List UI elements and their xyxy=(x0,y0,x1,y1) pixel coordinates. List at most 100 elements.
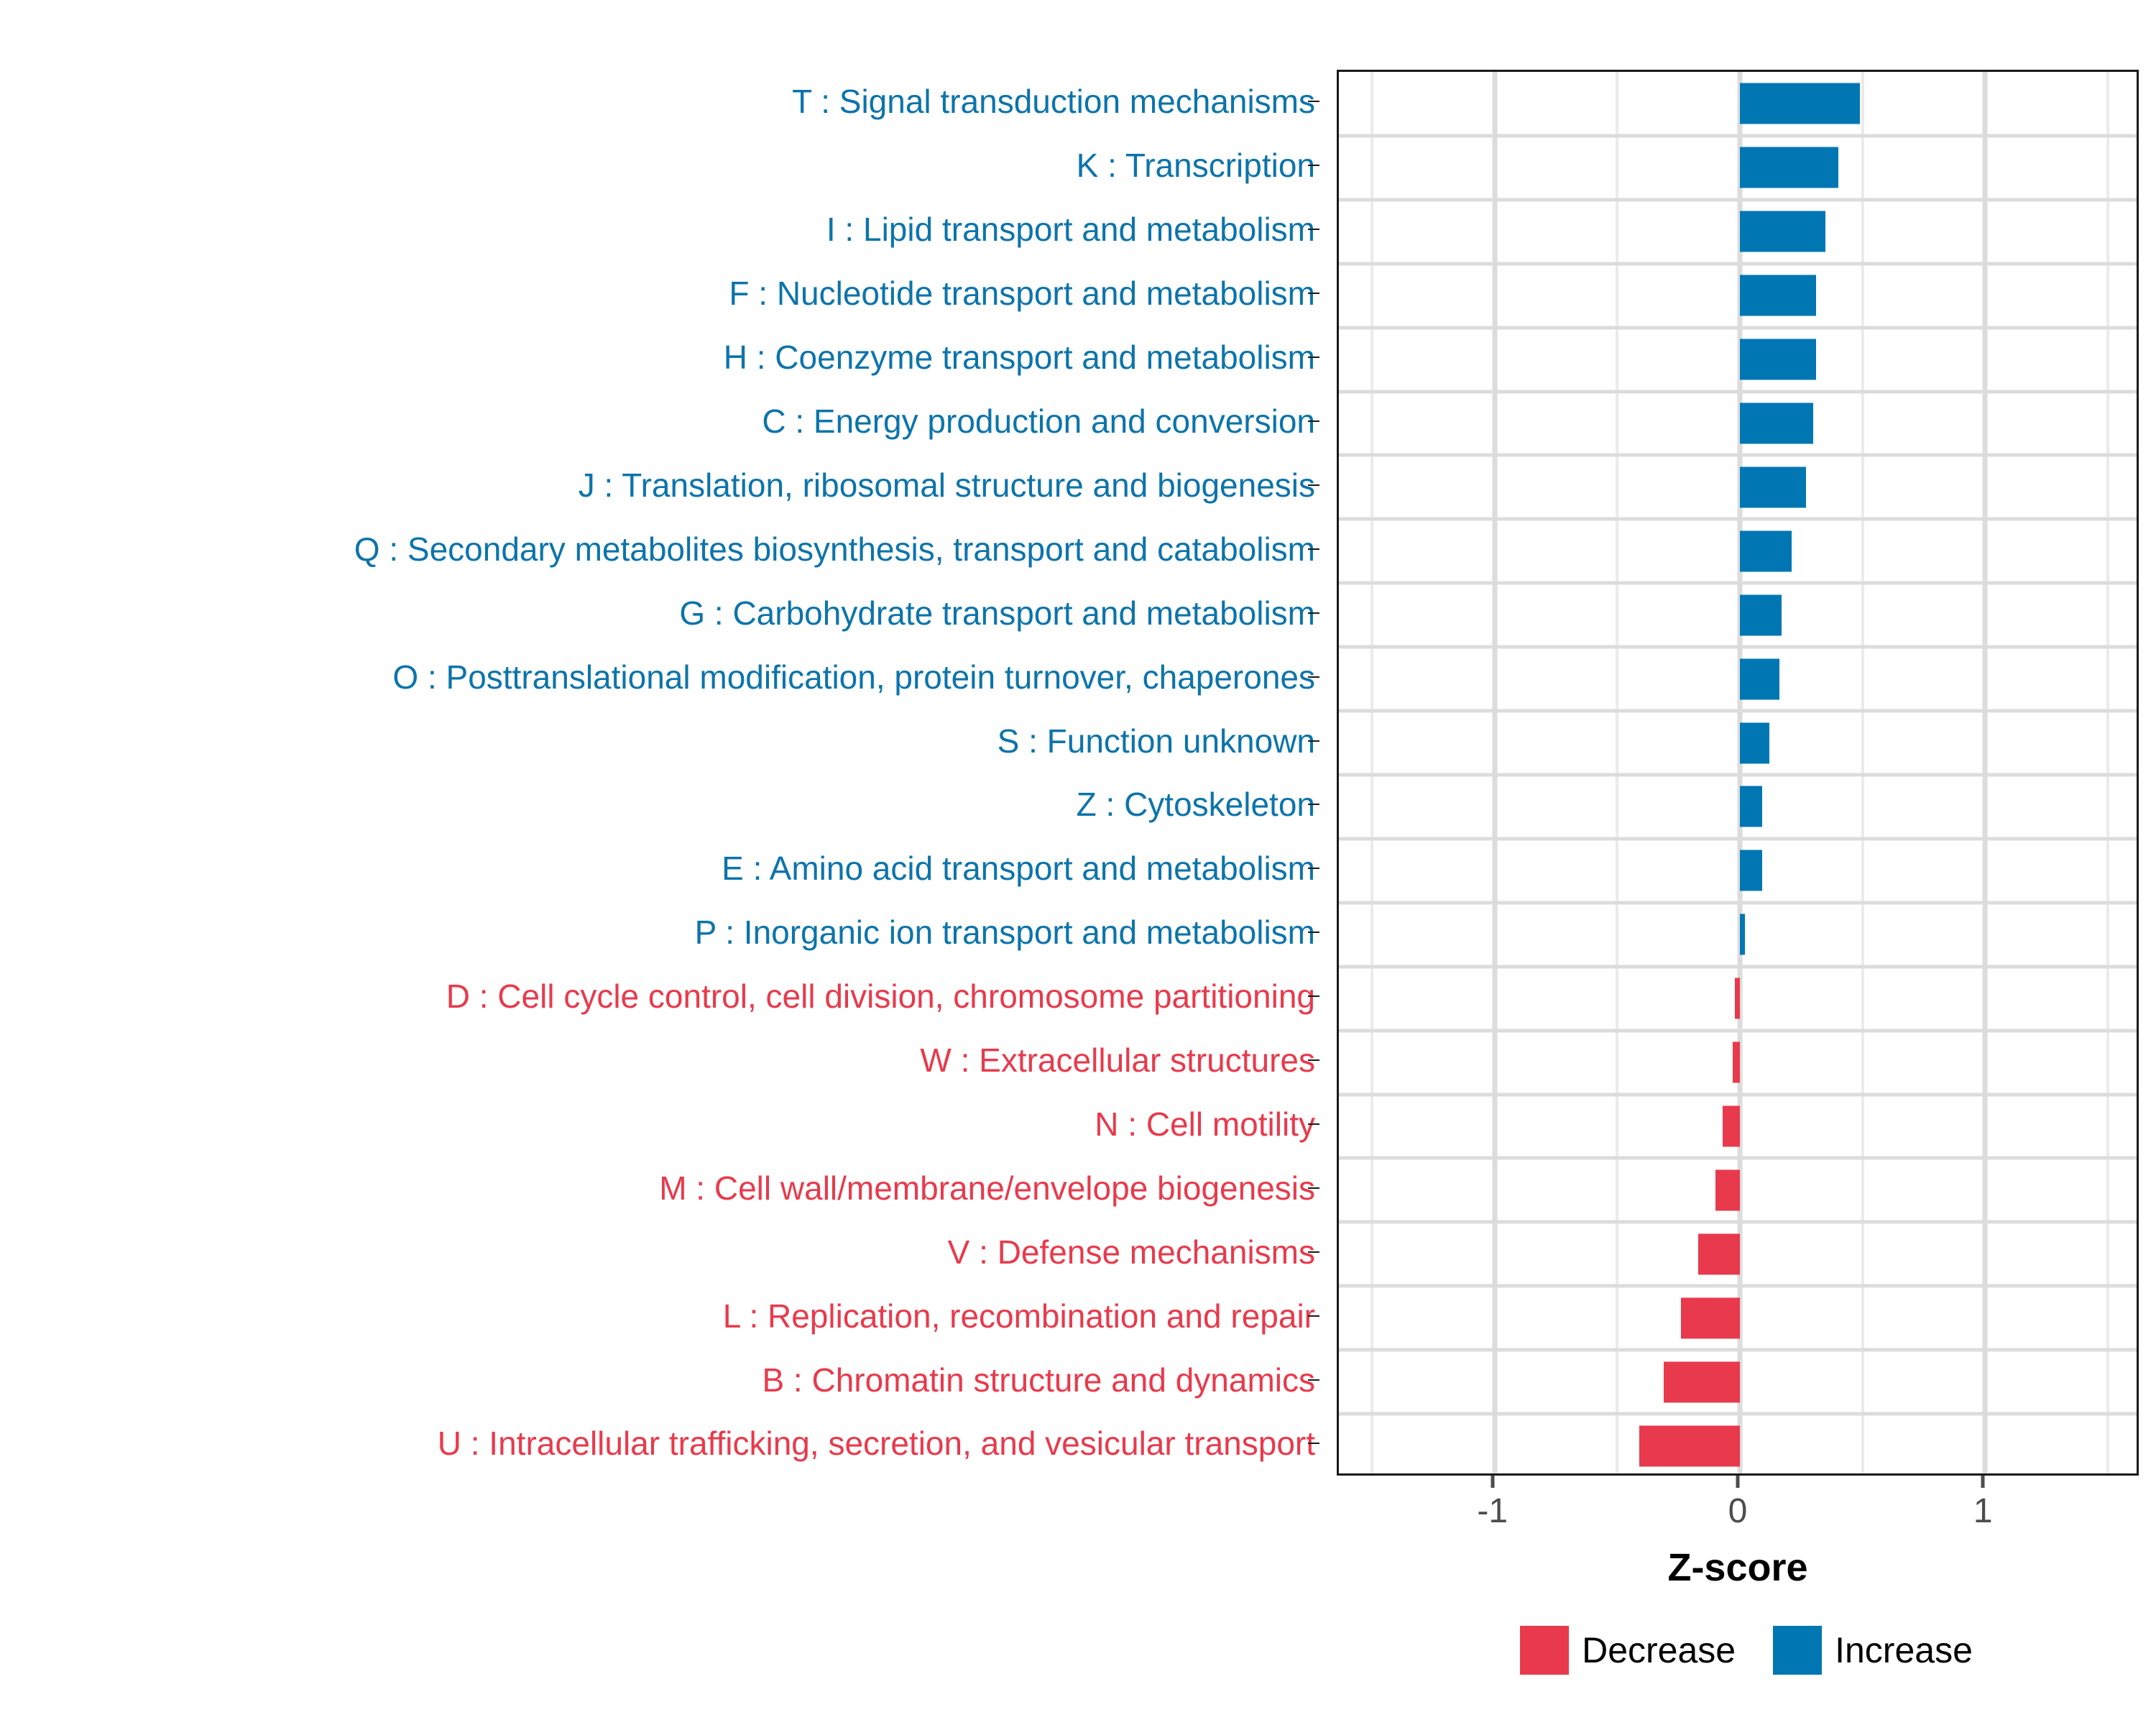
category-label-row: Q : Secondary metabolites biosynthesis, … xyxy=(0,517,1319,581)
category-label: G : Carbohydrate transport and metabolis… xyxy=(679,594,1315,632)
bar xyxy=(1740,914,1745,955)
bar-row xyxy=(1339,1350,2137,1414)
bar xyxy=(1732,1041,1740,1083)
x-axis-tick xyxy=(1981,1476,1985,1488)
category-label-row: E : Amino acid transport and metabolism xyxy=(0,837,1319,901)
category-label: L : Replication, recombination and repai… xyxy=(722,1297,1315,1335)
bar xyxy=(1664,1361,1740,1403)
category-label: N : Cell motility xyxy=(1095,1105,1315,1143)
horizontal-gridline xyxy=(1339,773,2137,777)
category-label-row: K : Transcription xyxy=(0,134,1319,198)
horizontal-gridline xyxy=(1339,1092,2137,1097)
bar xyxy=(1723,1105,1740,1147)
bar xyxy=(1740,658,1779,700)
x-axis-tick xyxy=(1736,1476,1740,1488)
bar-row xyxy=(1339,1286,2137,1350)
bar xyxy=(1740,594,1782,636)
horizontal-gridline xyxy=(1339,1348,2137,1352)
bar-row xyxy=(1339,583,2137,647)
category-label: M : Cell wall/membrane/envelope biogenes… xyxy=(659,1169,1315,1207)
category-tick-mark xyxy=(1308,356,1319,359)
category-tick-mark xyxy=(1308,101,1319,103)
bar xyxy=(1740,339,1816,380)
category-tick-mark xyxy=(1308,1315,1319,1317)
legend-entry[interactable]: Decrease xyxy=(1520,1626,1736,1675)
bar xyxy=(1740,402,1814,444)
category-label-row: U : Intracellular trafficking, secretion… xyxy=(0,1412,1319,1476)
bar-row xyxy=(1339,455,2137,519)
category-label: E : Amino acid transport and metabolism xyxy=(722,850,1315,888)
bars xyxy=(1339,72,2137,1473)
x-axis-title: Z-score xyxy=(1667,1546,1808,1589)
bar xyxy=(1740,147,1838,188)
horizontal-gridline xyxy=(1339,837,2137,841)
x-axis-tick-label: -1 xyxy=(1477,1492,1508,1530)
category-label-row: D : Cell cycle control, cell division, c… xyxy=(0,965,1319,1029)
bar-row xyxy=(1339,839,2137,903)
horizontal-gridline xyxy=(1339,1412,2137,1416)
horizontal-gridline xyxy=(1339,581,2137,585)
category-tick-mark xyxy=(1308,420,1319,422)
bar-row xyxy=(1339,711,2137,775)
category-tick-mark xyxy=(1308,548,1319,550)
bar-row xyxy=(1339,1158,2137,1222)
vertical-gridline-minor xyxy=(1370,72,1374,1473)
bar xyxy=(1740,722,1769,764)
bar-row xyxy=(1339,967,2137,1031)
category-label-row: I : Lipid transport and metabolism xyxy=(0,198,1319,262)
category-label: J : Translation, ribosomal structure and… xyxy=(578,466,1315,504)
category-tick-mark xyxy=(1308,484,1319,486)
category-label-row: P : Inorganic ion transport and metaboli… xyxy=(0,901,1319,965)
legend-entry[interactable]: Increase xyxy=(1773,1626,1973,1675)
horizontal-gridline xyxy=(1339,262,2137,266)
category-tick-mark xyxy=(1308,165,1319,167)
bar-row xyxy=(1339,200,2137,264)
bar-row xyxy=(1339,1414,2137,1473)
category-tick-mark xyxy=(1308,1187,1319,1189)
bar xyxy=(1740,530,1792,572)
bar-row xyxy=(1339,903,2137,967)
category-tick-mark xyxy=(1308,229,1319,231)
category-label-row: V : Defense mechanisms xyxy=(0,1220,1319,1284)
bar-row xyxy=(1339,264,2137,328)
category-label: I : Lipid transport and metabolism xyxy=(826,211,1315,249)
category-label-row: T : Signal transduction mechanisms xyxy=(0,70,1319,134)
category-label-row: N : Cell motility xyxy=(0,1092,1319,1156)
bar-row xyxy=(1339,1095,2137,1159)
category-label: D : Cell cycle control, cell division, c… xyxy=(446,978,1315,1016)
horizontal-gridline xyxy=(1339,901,2137,905)
category-label-row: M : Cell wall/membrane/envelope biogenes… xyxy=(0,1156,1319,1220)
horizontal-gridline xyxy=(1339,709,2137,713)
category-tick-mark xyxy=(1308,293,1319,295)
bar-row xyxy=(1339,1031,2137,1095)
plot-panel xyxy=(1337,70,2139,1476)
horizontal-gridline xyxy=(1339,134,2137,138)
bar-row xyxy=(1339,1222,2137,1286)
bar xyxy=(1740,83,1861,124)
category-tick-mark xyxy=(1308,932,1319,934)
legend-label: Decrease xyxy=(1582,1630,1736,1670)
category-label: O : Posttranslational modification, prot… xyxy=(392,658,1315,696)
category-label-row: C : Energy production and conversion xyxy=(0,390,1319,454)
horizontal-gridline xyxy=(1339,1220,2137,1224)
category-tick-mark xyxy=(1308,868,1319,870)
horizontal-gridline xyxy=(1339,198,2137,202)
legend-label: Increase xyxy=(1835,1630,1973,1670)
vertical-gridline-minor xyxy=(2106,72,2109,1473)
bar xyxy=(1740,211,1826,252)
category-tick-mark xyxy=(1308,612,1319,614)
bar-row xyxy=(1339,136,2137,200)
bar xyxy=(1735,978,1740,1019)
category-label: C : Energy production and conversion xyxy=(762,402,1315,440)
category-label: V : Defense mechanisms xyxy=(947,1233,1315,1271)
legend-swatch xyxy=(1773,1626,1823,1675)
category-tick-mark xyxy=(1308,995,1319,998)
category-label-row: S : Function unknown xyxy=(0,709,1319,773)
category-label: U : Intracellular trafficking, secretion… xyxy=(437,1425,1315,1463)
category-label-row: J : Translation, ribosomal structure and… xyxy=(0,453,1319,517)
category-label: S : Function unknown xyxy=(997,722,1315,760)
bar xyxy=(1740,786,1762,827)
legend-swatch xyxy=(1520,1626,1570,1675)
category-label: B : Chromatin structure and dynamics xyxy=(762,1361,1315,1399)
bar-row xyxy=(1339,72,2137,136)
